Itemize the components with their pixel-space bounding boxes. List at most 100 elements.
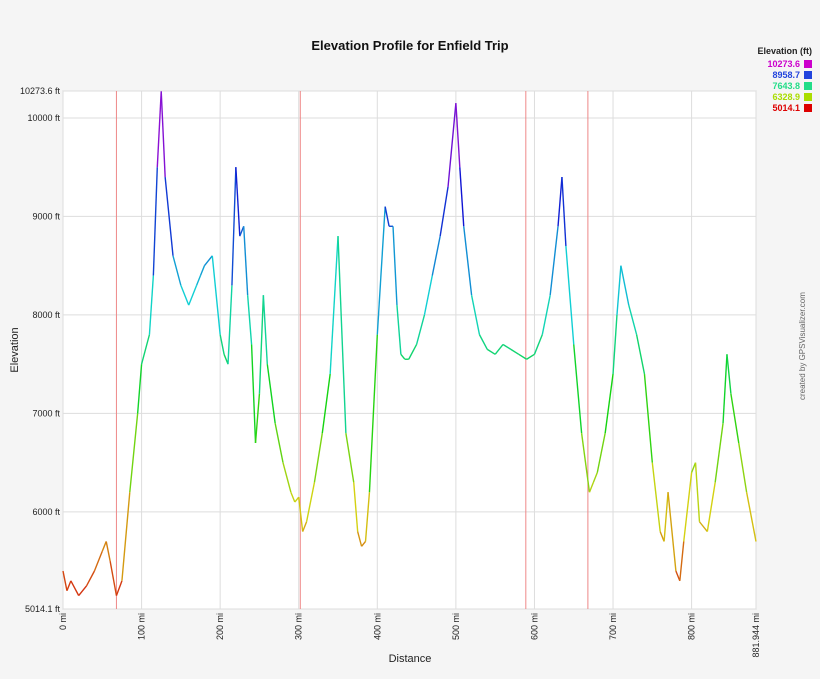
y-tick-label: 6000 ft: [32, 507, 60, 517]
x-tick-label: 0 mi: [58, 613, 68, 630]
x-tick-label: 300 mi: [294, 613, 304, 640]
elevation-line: [415, 314, 426, 345]
elevation-line: [459, 167, 465, 227]
elevation-line: [478, 334, 488, 350]
elevation-line: [250, 344, 257, 443]
elevation-line: [400, 353, 406, 360]
elevation-line: [227, 285, 233, 365]
elevation-line: [313, 432, 323, 483]
elevation-line: [541, 295, 551, 335]
elevation-line: [730, 393, 740, 444]
elevation-line: [573, 344, 583, 434]
legend-swatch: [804, 59, 812, 68]
y-tick-label: 10000 ft: [27, 113, 60, 123]
elevation-line: [423, 275, 433, 316]
elevation-line: [518, 353, 527, 360]
elevation-line: [70, 580, 80, 596]
elevation-line: [254, 393, 261, 444]
x-tick-label: 881.944 mi: [751, 613, 761, 658]
elevation-line: [439, 186, 449, 237]
elevation-line: [195, 275, 202, 286]
elevation-line: [282, 462, 292, 493]
elevation-line: [616, 265, 622, 315]
elevation-line: [745, 492, 757, 542]
legend: Elevation (ft) 10273.6 8958.7 7643.8 632…: [757, 46, 812, 113]
legend-swatch: [804, 81, 812, 90]
x-tick-label: 400 mi: [372, 613, 382, 640]
elevation-line: [121, 492, 131, 581]
elevation-line: [274, 423, 284, 463]
elevation-line: [510, 348, 520, 355]
elevation-line: [396, 305, 402, 355]
elevation-line: [305, 482, 316, 522]
x-axis-label: Distance: [389, 653, 432, 665]
elevation-line: [675, 570, 681, 582]
elevation-line: [502, 343, 512, 350]
elevation-line: [455, 103, 461, 168]
elevation-line: [266, 364, 276, 424]
elevation-line: [565, 245, 575, 345]
elevation-line: [164, 176, 174, 256]
elevation-line: [698, 521, 708, 533]
elevation-line: [203, 255, 213, 267]
elevation-line: [635, 334, 646, 375]
elevation-line: [486, 348, 496, 355]
elevation-line: [549, 226, 559, 296]
elevation-line: [101, 541, 107, 552]
elevation-line: [243, 226, 249, 296]
elevation-line: [152, 167, 158, 276]
elevation-line: [738, 442, 748, 493]
elevation-line: [62, 570, 68, 591]
elevation-line: [294, 496, 300, 503]
plot-area: [62, 90, 757, 610]
elevation-line: [156, 91, 162, 168]
elevation-line: [262, 295, 268, 365]
elevation-line: [659, 531, 665, 542]
chart-title: Elevation Profile for Enfield Trip: [311, 38, 509, 53]
elevation-line: [494, 344, 504, 355]
y-tick-label: 10273.6 ft: [20, 86, 61, 96]
elevation-line: [392, 226, 398, 306]
elevation-line: [302, 521, 308, 532]
legend-swatch: [804, 70, 812, 79]
elevation-line: [246, 295, 253, 345]
elevation-line: [596, 432, 606, 473]
elevation-line: [136, 364, 143, 414]
y-tick-label: 7000 ft: [32, 408, 60, 418]
elevation-line: [298, 497, 304, 532]
elevation-line: [604, 373, 614, 434]
elevation-line: [694, 462, 701, 522]
elevation-line: [337, 236, 347, 434]
legend-item: 6328.9: [757, 91, 812, 102]
x-tick-label: 600 mi: [529, 613, 539, 640]
elevation-line: [526, 353, 535, 360]
elevation-line: [447, 103, 457, 187]
legend-item: 7643.8: [757, 80, 812, 91]
elevation-line: [714, 423, 724, 483]
elevation-line: [129, 413, 139, 493]
elevation-line: [667, 492, 677, 572]
elevation-line: [180, 285, 190, 306]
elevation-line: [345, 432, 355, 483]
elevation-line: [93, 551, 103, 572]
y-axis-label: Elevation: [9, 327, 21, 372]
legend-swatch: [804, 92, 812, 101]
elevation-line: [115, 580, 123, 596]
elevation-line: [219, 334, 225, 355]
elevation-line: [211, 255, 221, 335]
elevation-line: [356, 531, 363, 547]
elevation-line: [172, 255, 182, 286]
elevation-line: [188, 285, 198, 306]
legend-item: 8958.7: [757, 69, 812, 80]
legend-item: 10273.6: [757, 58, 812, 69]
elevation-line: [580, 433, 591, 493]
elevation-line: [588, 482, 595, 493]
elevation-line: [592, 472, 598, 483]
elevation-line: [239, 226, 245, 237]
elevation-line: [643, 373, 654, 463]
y-tick-label: 8000 ft: [32, 310, 60, 320]
elevation-line: [612, 314, 618, 375]
elevation-line: [679, 541, 685, 581]
elevation-line: [321, 373, 331, 434]
